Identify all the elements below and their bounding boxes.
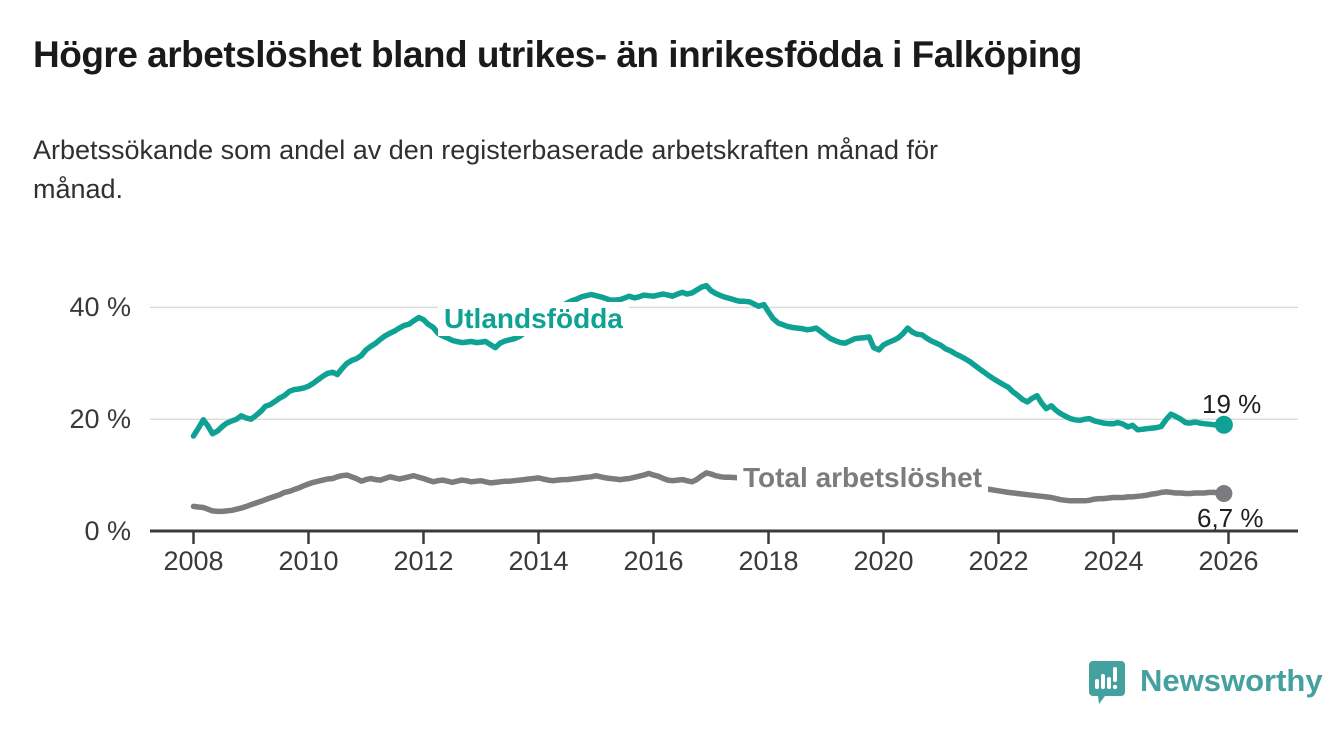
bar-2 — [1101, 674, 1105, 689]
bar-1 — [1095, 679, 1099, 689]
end-dot-1 — [1215, 485, 1233, 503]
page-title: Högre arbetslöshet bland utrikes- än inr… — [33, 34, 1082, 75]
y-tick-label-40: 40 % — [69, 292, 131, 323]
x-tick-label-2012: 2012 — [393, 546, 454, 576]
end-value-label-utlandsfodda: 19 % — [1202, 389, 1262, 419]
chart-subtitle-line1: Arbetssökande som andel av den registerb… — [33, 135, 939, 165]
end-value-label-total: 6,7 % — [1197, 503, 1264, 533]
x-tick-label-2026: 2026 — [1198, 546, 1259, 576]
series-label-utlandsfodda: Utlandsfödda — [438, 302, 629, 336]
x-tick-label-2022: 2022 — [968, 546, 1029, 576]
x-tick-label-2014: 2014 — [508, 546, 569, 576]
x-tick-label-2020: 2020 — [853, 546, 914, 576]
series-label-total-arbetsloshet: Total arbetslöshet — [737, 461, 989, 495]
series-line-1 — [190, 470, 1227, 515]
chart-subtitle-line2: månad. — [33, 174, 124, 205]
newsworthy-logo: Newsworthy — [1089, 661, 1323, 704]
x-tick-label-2024: 2024 — [1083, 546, 1144, 576]
series-line-0 — [190, 282, 1227, 439]
x-tick-label-2018: 2018 — [738, 546, 799, 576]
exclamation-dot — [1112, 684, 1118, 690]
y-tick-label-0: 0 % — [84, 516, 131, 546]
chart-subtitle: Arbetssökande som andel av den registerb… — [33, 131, 938, 209]
newsworthy-logo-icon — [1089, 661, 1125, 704]
bar-3 — [1107, 677, 1111, 689]
exclamation-bar — [1113, 667, 1117, 682]
end-dot-0 — [1214, 415, 1233, 434]
newsworthy-logo-text: Newsworthy — [1140, 663, 1323, 698]
y-tick-label-20: 20 % — [69, 404, 131, 435]
x-tick-label-2016: 2016 — [623, 546, 684, 576]
x-tick-label-2008: 2008 — [163, 546, 224, 576]
x-tick-label-2010: 2010 — [278, 546, 339, 576]
